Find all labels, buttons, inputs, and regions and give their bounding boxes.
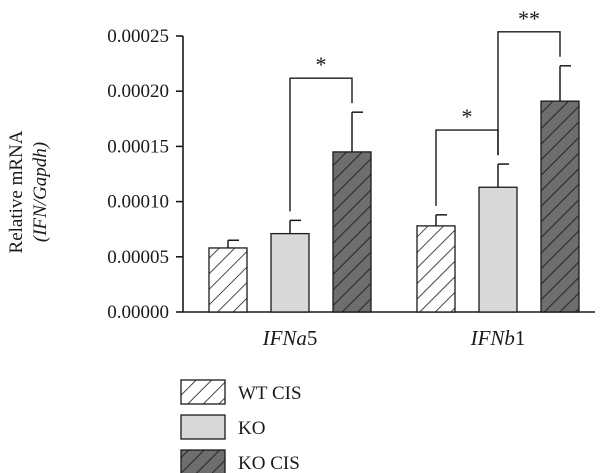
significance-bracket (497, 31, 561, 156)
legend-label: WT CIS (238, 383, 302, 404)
legend-label: KO (238, 418, 265, 439)
significance-label: * (462, 104, 473, 129)
axes: 0.00000 0.00005 0.00010 0.00015 0.00020 0.000… (107, 26, 595, 323)
bars-group (208, 65, 580, 313)
significance-group: **** (289, 6, 561, 212)
category-label: IFNb1 (470, 326, 526, 350)
bar-IFNa5-ko-cis (332, 151, 372, 313)
legend-label: KO CIS (238, 453, 300, 473)
y-tick-label: 0.00015 (107, 136, 169, 157)
legend-swatch (180, 449, 226, 473)
bar-IFNb1-ko-cis (540, 100, 580, 313)
significance-label: ** (518, 6, 540, 31)
y-axis-label: Relative mRNA (IFN/Gapdh) (6, 130, 51, 253)
significance-label: * (316, 52, 327, 77)
legend-swatch (180, 379, 226, 405)
y-tick-label: 0.00025 (107, 26, 169, 47)
bar-IFNa5-ko (270, 232, 310, 313)
category-labels: IFNa5 IFNb1 (262, 326, 526, 350)
legend: WT CIS KO KO CIS (180, 379, 302, 473)
y-tick-label: 0.00020 (107, 81, 169, 102)
legend-swatch (180, 414, 226, 440)
y-tick-label: 0.00005 (107, 247, 169, 268)
bar-IFNb1-wt-cis (416, 225, 456, 313)
category-label: IFNa5 (262, 326, 318, 350)
bar-IFNb1-ko (478, 186, 518, 313)
y-tick-label: 0.00010 (107, 192, 169, 213)
bar-IFNa5-wt-cis (208, 247, 248, 313)
y-axis-label-line2: (IFN/Gapdh) (30, 142, 51, 242)
y-tick-label: 0.00000 (107, 302, 169, 323)
significance-bracket (289, 77, 353, 212)
y-axis-label-line1: Relative mRNA (6, 130, 27, 253)
